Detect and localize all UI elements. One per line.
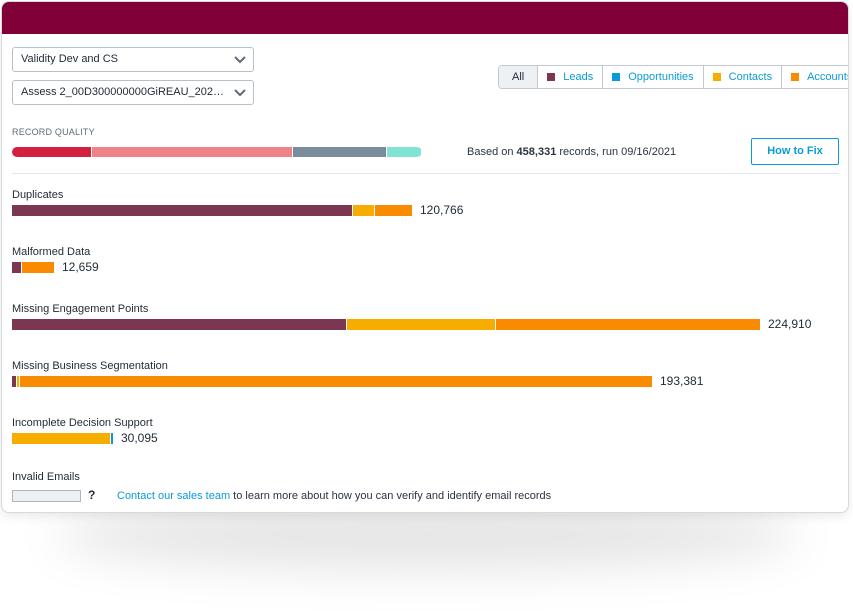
contact-sales-link[interactable]: Contact our sales team — [117, 490, 231, 502]
assessment-select[interactable]: Assess 2_00D300000000GiREAU_2021-09… — [12, 80, 254, 105]
invalid-emails-unknown: ? — [88, 488, 96, 502]
category-value: 30,095 — [121, 431, 158, 445]
invalid-emails-empty-bar — [12, 490, 81, 502]
bar-segment-accounts — [22, 262, 54, 273]
category-bar — [12, 433, 114, 444]
category-label: Missing Engagement Points — [12, 303, 149, 315]
category-bar — [12, 262, 55, 273]
category-label: Malformed Data — [12, 246, 91, 258]
invalid-emails-label: Invalid Emails — [12, 471, 80, 483]
category-bar — [12, 205, 413, 216]
bar-segment-contacts — [12, 433, 110, 444]
filter-all-button[interactable]: All — [499, 66, 538, 88]
filter-contacts-button[interactable]: Contacts — [702, 66, 782, 88]
based-on-text: Based on 458,331 records, run 09/16/2021 — [467, 146, 676, 158]
quality-segment — [92, 147, 292, 157]
bar-segment-opportunities — [111, 433, 113, 444]
based-on-suffix: records, run 09/16/2021 — [556, 146, 677, 158]
filter-leads-button[interactable]: Leads — [537, 66, 603, 88]
accounts-swatch-icon — [791, 73, 800, 81]
filter-opportunities-button[interactable]: Opportunities — [602, 66, 703, 88]
quality-segment — [387, 147, 421, 157]
category-label: Incomplete Decision Support — [12, 417, 153, 429]
record-quality-bar — [12, 147, 422, 157]
filter-all-label: All — [512, 71, 525, 83]
divider — [12, 173, 839, 174]
based-on-prefix: Based on — [467, 146, 517, 158]
bar-segment-contacts — [17, 376, 19, 387]
filter-accounts-label: Accounts — [807, 71, 849, 83]
bar-segment-leads — [12, 376, 16, 387]
category-value: 12,659 — [62, 260, 99, 274]
record-quality-label: RECORD QUALITY — [12, 127, 95, 137]
category-bar — [12, 319, 761, 330]
filter-accounts-button[interactable]: Accounts — [781, 66, 849, 88]
bar-segment-accounts — [375, 205, 412, 216]
contacts-swatch-icon — [712, 73, 721, 81]
filter-contacts-label: Contacts — [728, 71, 773, 83]
how-to-fix-button[interactable]: How to Fix — [751, 138, 839, 165]
header-band — [2, 2, 848, 34]
contact-sales-rest: to learn more about how you can verify a… — [230, 490, 552, 502]
bar-segment-contacts — [347, 319, 495, 330]
quality-segment — [12, 147, 91, 157]
filter-leads-label: Leads — [563, 71, 594, 83]
workspace-select-value: Validity Dev and CS — [21, 53, 119, 65]
bar-segment-leads — [12, 262, 21, 273]
opportunities-swatch-icon — [612, 73, 621, 81]
filter-opportunities-label: Opportunities — [628, 71, 694, 83]
bar-segment-leads — [12, 205, 352, 216]
chevron-down-icon — [234, 89, 246, 97]
bar-segment-leads — [12, 319, 346, 330]
chevron-down-icon — [234, 56, 246, 64]
bar-segment-accounts — [496, 319, 760, 330]
category-bar — [12, 376, 653, 387]
object-filter-group: All Leads Opportunities Contacts Account… — [498, 65, 849, 89]
category-value: 120,766 — [420, 203, 464, 217]
workspace-select[interactable]: Validity Dev and CS — [12, 47, 254, 72]
assessment-select-value: Assess 2_00D300000000GiREAU_2021-09… — [21, 86, 247, 98]
category-label: Duplicates — [12, 189, 64, 201]
leads-swatch-icon — [547, 73, 556, 81]
bar-segment-contacts — [353, 205, 374, 216]
record-quality-card: Validity Dev and CS Assess 2_00D30000000… — [1, 1, 849, 513]
quality-segment — [293, 147, 386, 157]
record-count: 458,331 — [516, 146, 557, 158]
category-label: Missing Business Segmentation — [12, 360, 168, 372]
category-value: 193,381 — [660, 374, 704, 388]
category-value: 224,910 — [768, 317, 812, 331]
contact-sales-text: Contact our sales team to learn more abo… — [117, 490, 551, 502]
bar-segment-accounts — [20, 376, 652, 387]
